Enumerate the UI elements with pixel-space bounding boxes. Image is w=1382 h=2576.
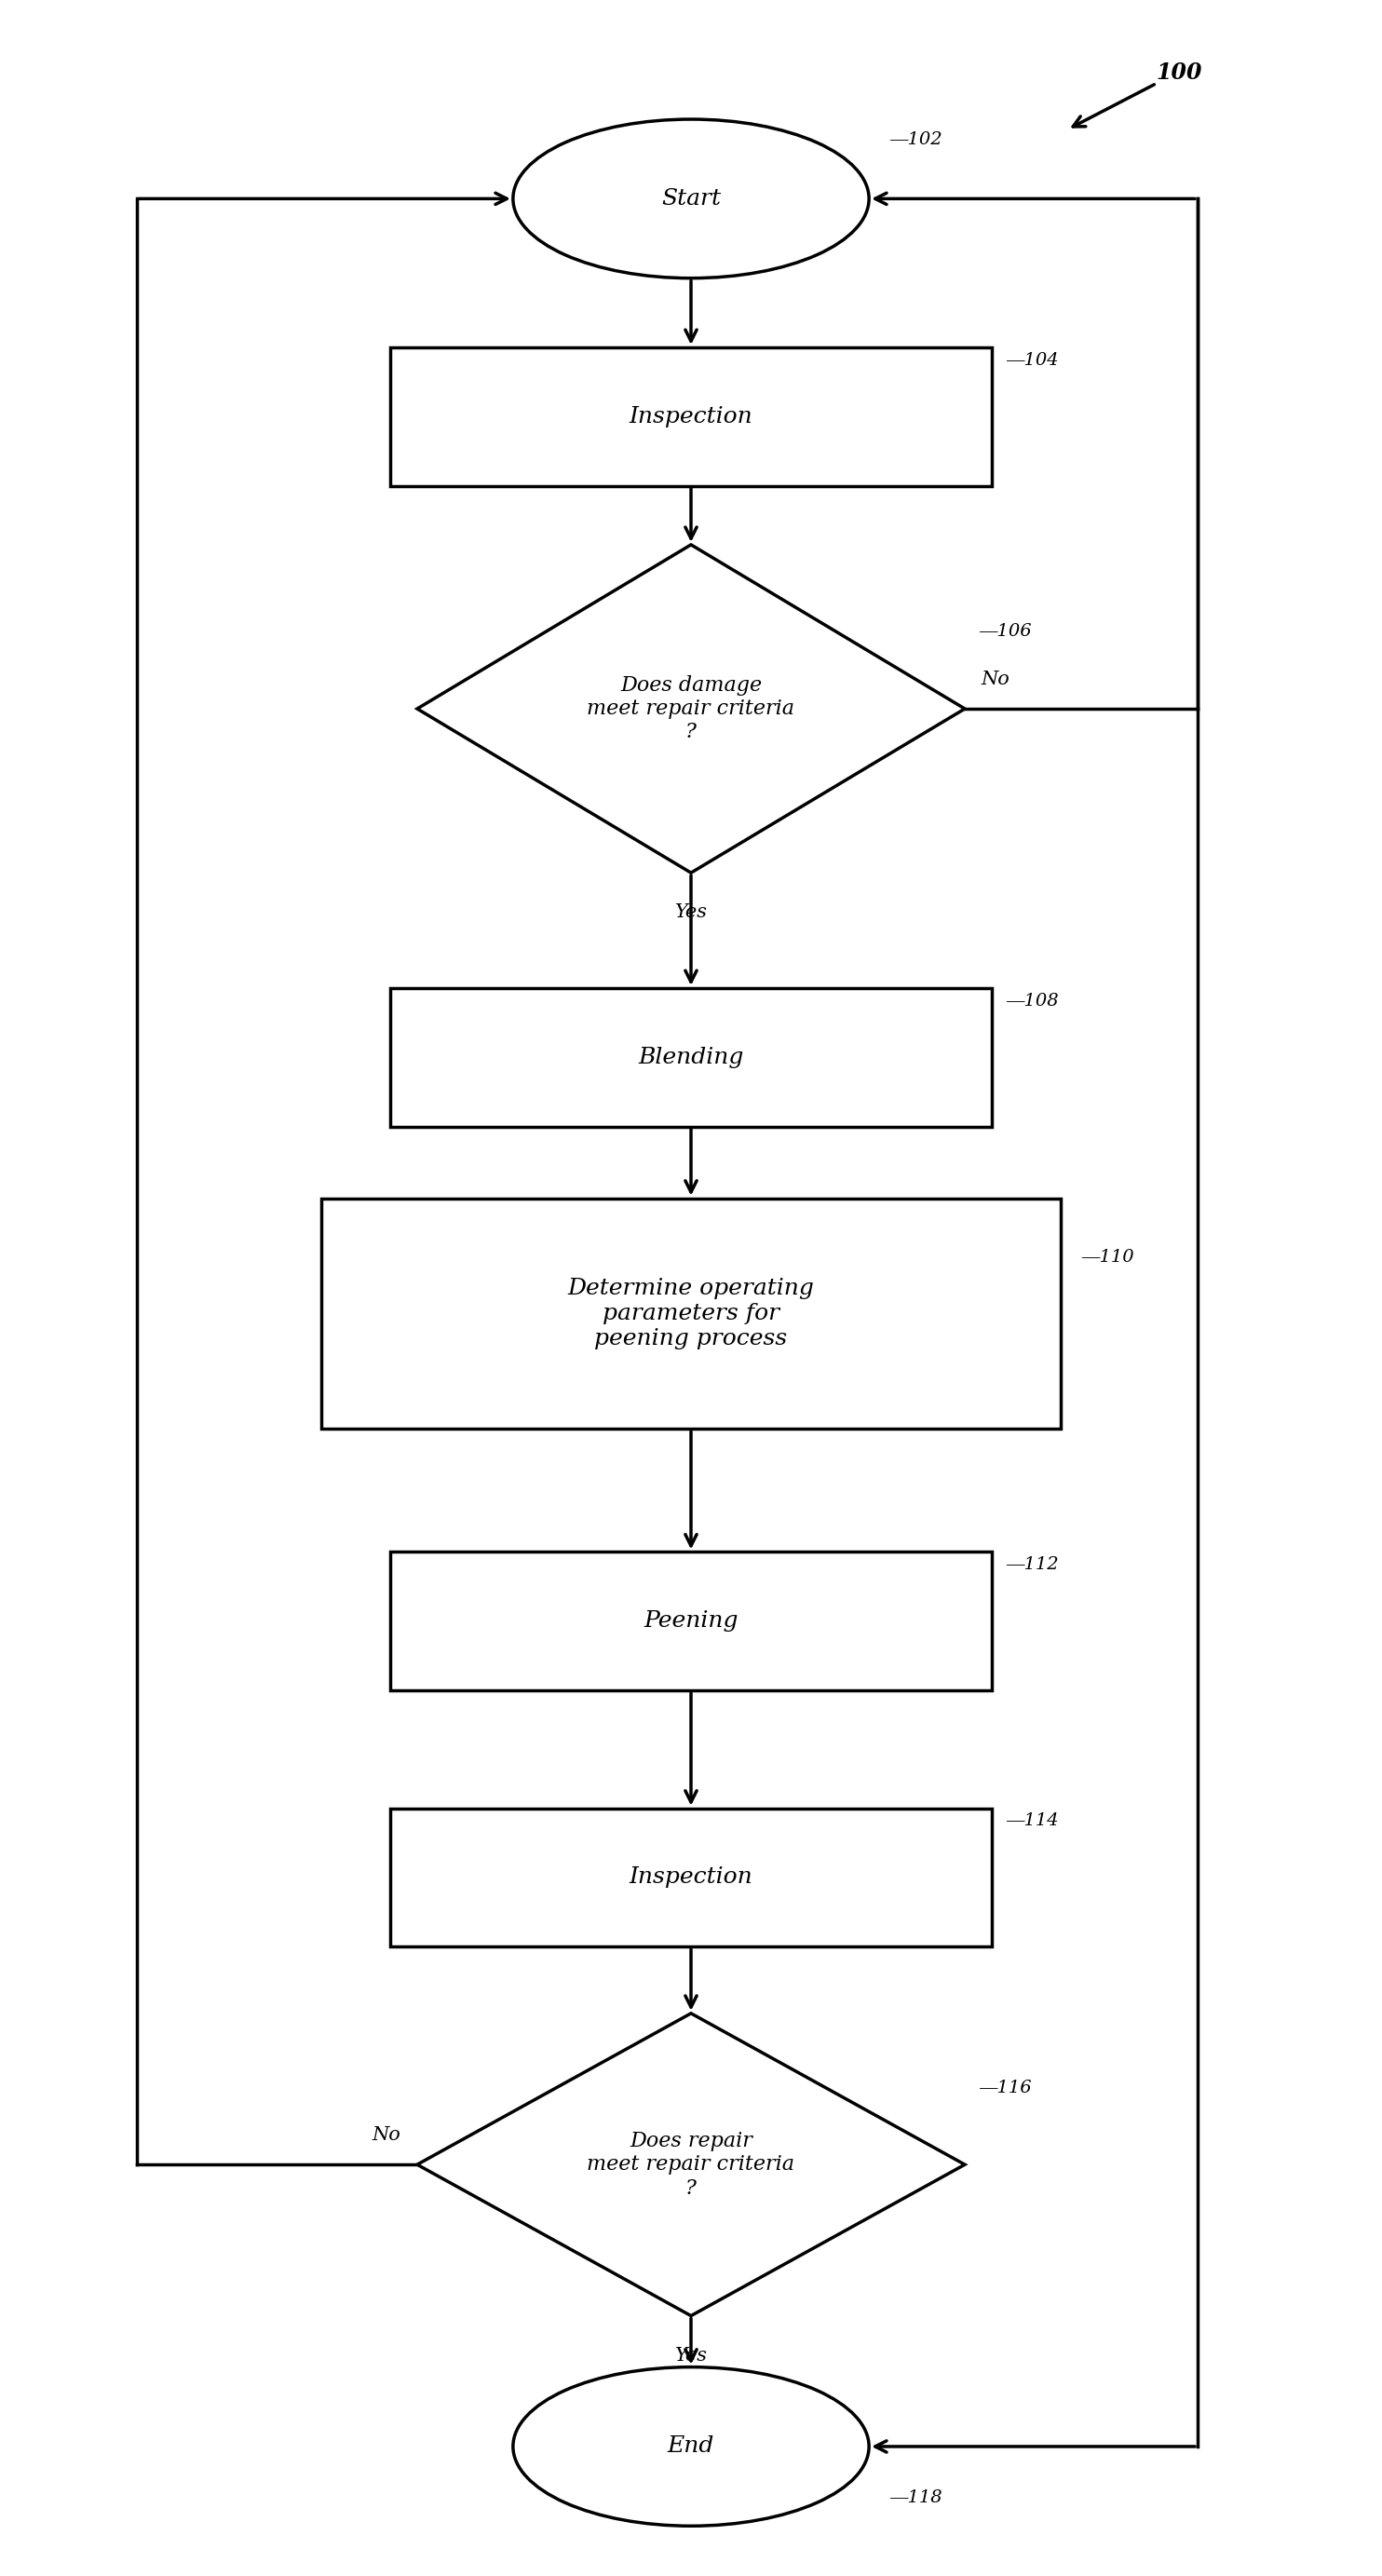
Text: ―118: ―118 [890,2488,943,2506]
Text: ―106: ―106 [978,623,1031,641]
Text: End: End [668,2437,714,2458]
Text: No: No [372,2125,401,2143]
Ellipse shape [513,2367,869,2527]
Text: Yes: Yes [674,2347,708,2365]
Text: ―116: ―116 [978,2079,1031,2097]
Bar [390,1551,992,1690]
Polygon shape [417,544,965,873]
Text: 100: 100 [1157,62,1202,85]
Text: ―108: ―108 [1006,992,1059,1010]
Text: Blending: Blending [638,1046,744,1069]
Text: ―112: ―112 [1006,1556,1059,1574]
Bar [390,989,992,1126]
Text: No: No [981,670,1010,688]
Text: Inspection: Inspection [629,1868,753,1888]
Text: Determine operating
parameters for
peening process: Determine operating parameters for peeni… [568,1278,814,1350]
Text: ―114: ―114 [1006,1814,1059,1829]
Text: ―104: ―104 [1006,353,1059,368]
Text: ―110: ―110 [1081,1249,1133,1265]
Text: Does damage
meet repair criteria
?: Does damage meet repair criteria ? [587,675,795,742]
Text: Peening: Peening [644,1610,738,1633]
Bar [390,348,992,487]
Text: ―102: ―102 [890,131,943,149]
Text: Does repair
meet repair criteria
?: Does repair meet repair criteria ? [587,2130,795,2197]
Ellipse shape [513,118,869,278]
Bar [390,1808,992,1947]
Text: Inspection: Inspection [629,407,753,428]
Bar [322,1198,1060,1430]
Text: Start: Start [661,188,721,209]
Polygon shape [417,2014,965,2316]
Text: Yes: Yes [674,904,708,922]
